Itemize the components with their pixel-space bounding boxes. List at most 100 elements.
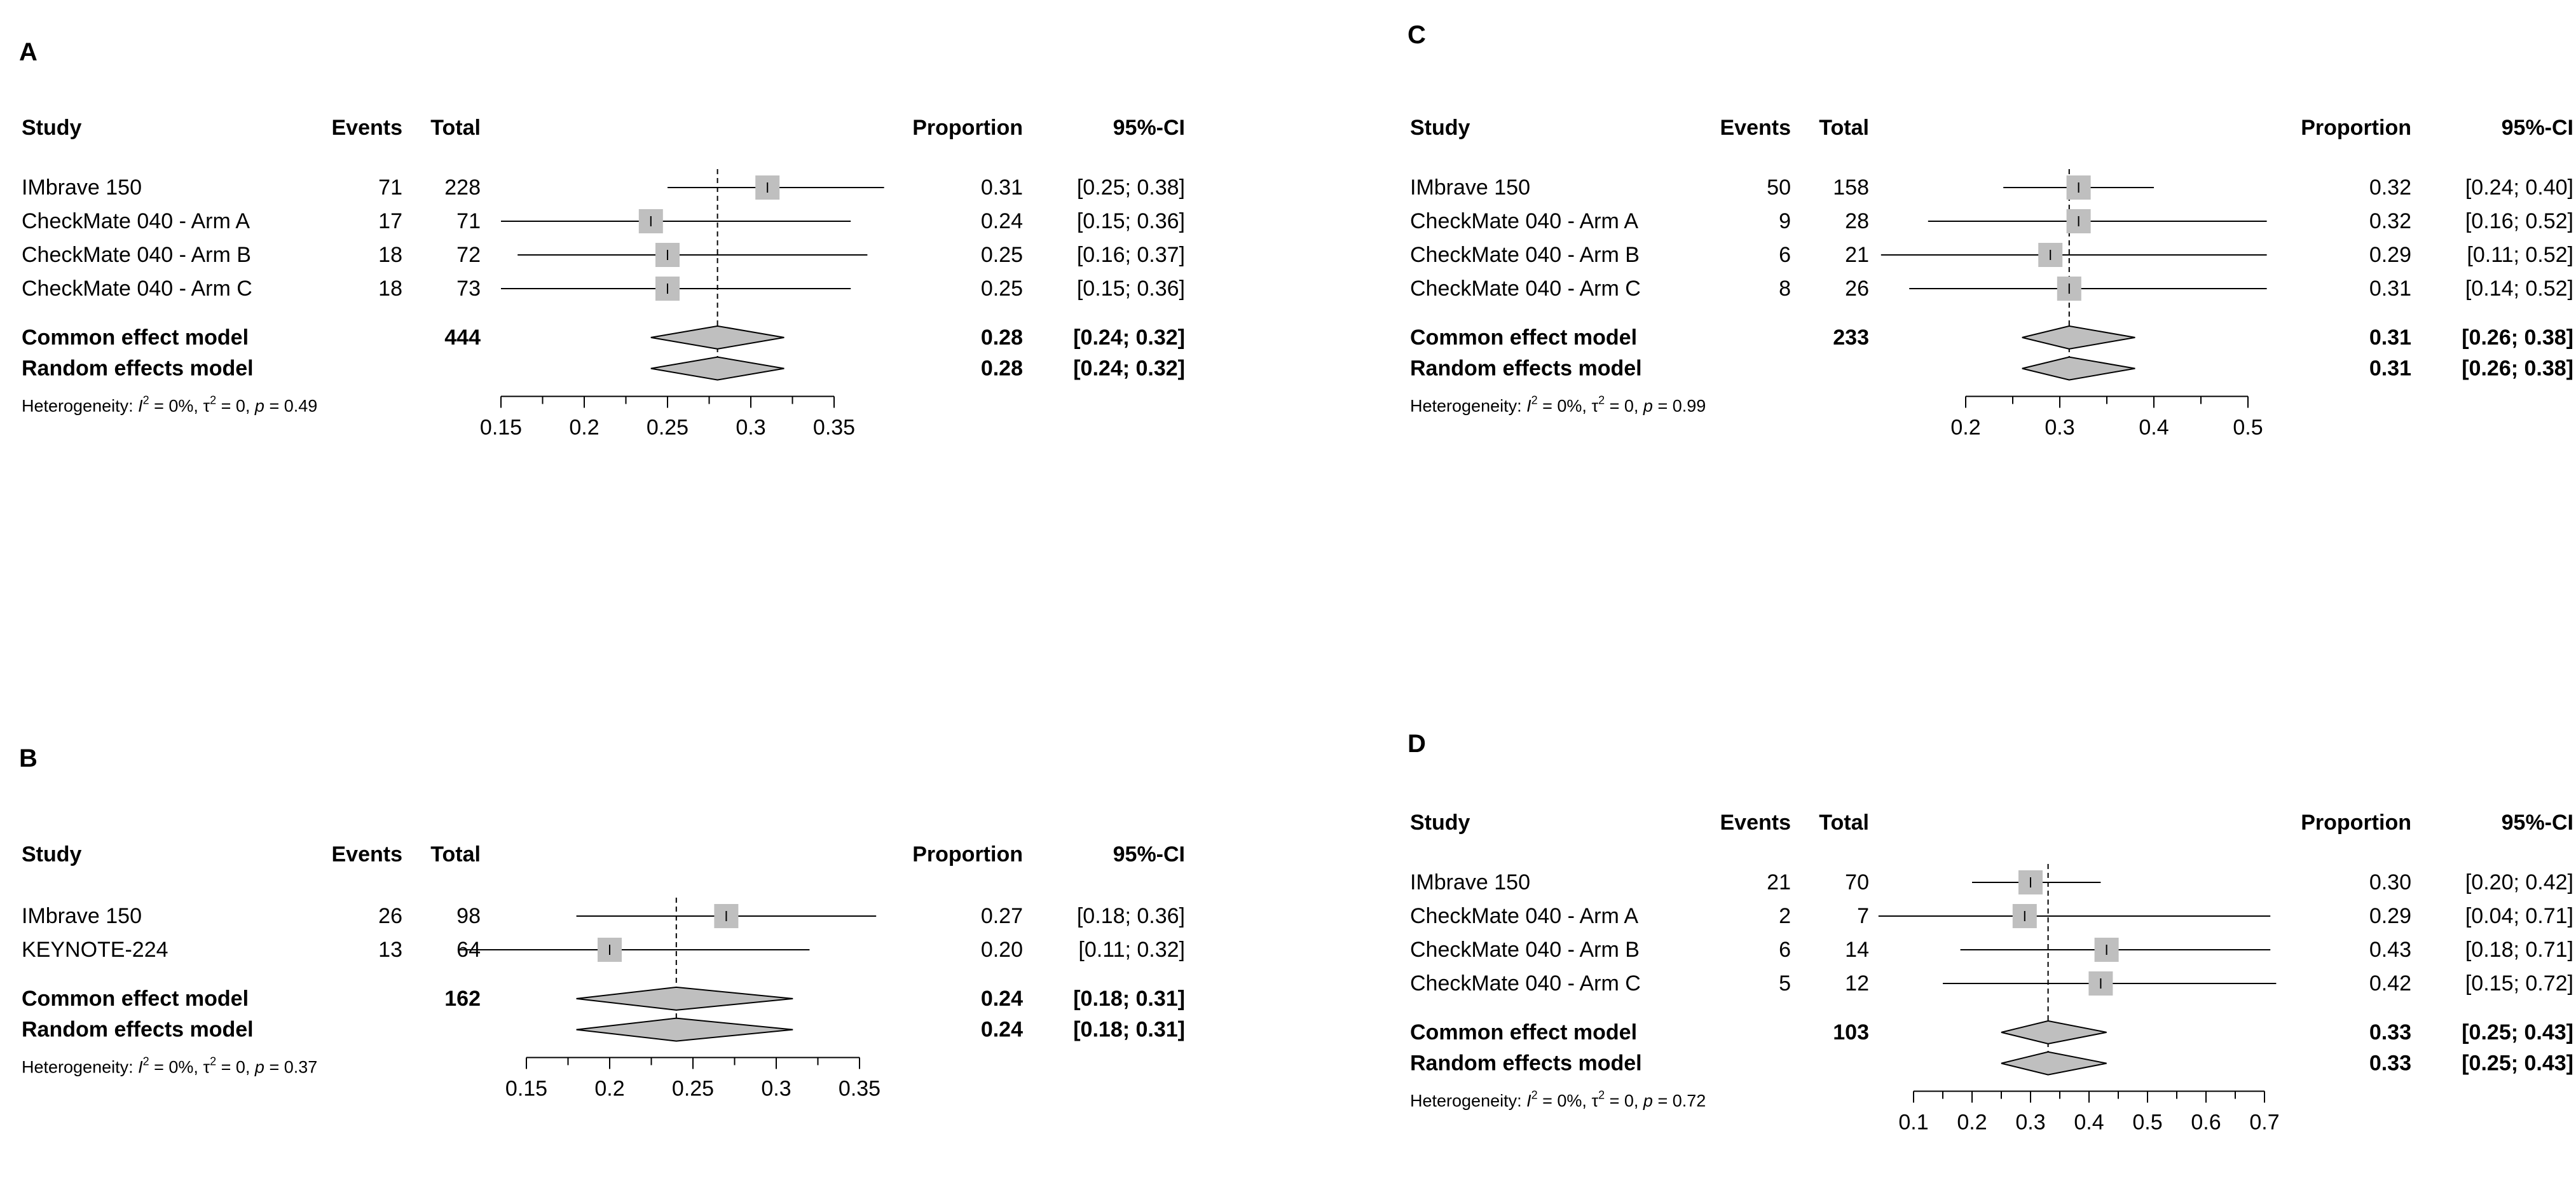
common-effect-ci: [0.24; 0.32] xyxy=(1073,325,1185,350)
x-tick-label: 0.35 xyxy=(839,1076,880,1100)
study-name: KEYNOTE-224 xyxy=(22,938,168,962)
study-name: CheckMate 040 - Arm B xyxy=(22,243,251,267)
study-proportion: 0.24 xyxy=(981,209,1023,233)
common-effect-diamond xyxy=(650,325,784,350)
study-proportion: 0.29 xyxy=(2369,243,2411,267)
x-tick-label: 0.25 xyxy=(647,415,689,439)
x-tick-label: 0.2 xyxy=(569,415,599,439)
x-tick-label: 0.15 xyxy=(505,1076,547,1100)
study-name: CheckMate 040 - Arm C xyxy=(22,277,252,301)
x-tick-label: 0.1 xyxy=(1898,1110,1928,1134)
study-total: 21 xyxy=(1845,243,1869,267)
header-events: Events xyxy=(332,116,403,140)
common-effect-proportion: 0.28 xyxy=(981,325,1023,350)
study-ci: [0.25; 0.38] xyxy=(1077,175,1185,200)
study-events: 71 xyxy=(378,175,402,200)
study-events: 26 xyxy=(378,904,402,928)
study-proportion: 0.31 xyxy=(981,175,1023,200)
heterogeneity-text: Heterogeneity: I2 = 0%, τ2 = 0, p = 0.37 xyxy=(22,1055,317,1076)
x-tick-label: 0.4 xyxy=(2139,415,2168,439)
study-name: CheckMate 040 - Arm B xyxy=(1410,243,1640,267)
study-total: 158 xyxy=(1833,175,1869,200)
study-total: 71 xyxy=(456,209,481,233)
study-total: 14 xyxy=(1845,938,1869,962)
study-ci: [0.15; 0.36] xyxy=(1077,277,1185,301)
common-effect-label: Common effect model xyxy=(1410,325,1637,350)
study-proportion: 0.20 xyxy=(981,938,1023,962)
common-effect-total: 444 xyxy=(444,325,481,350)
header-study: Study xyxy=(22,116,82,140)
study-proportion: 0.25 xyxy=(981,243,1023,267)
random-effects-label: Random effects model xyxy=(22,1018,254,1042)
study-events: 2 xyxy=(1779,904,1791,928)
x-tick-label: 0.15 xyxy=(480,415,522,439)
study-proportion: 0.25 xyxy=(981,277,1023,301)
x-tick-label: 0.5 xyxy=(2233,415,2263,439)
header-events: Events xyxy=(332,842,403,866)
random-effects-diamond xyxy=(650,356,784,381)
header-ci: 95%-CI xyxy=(1113,116,1185,140)
heterogeneity-text: Heterogeneity: I2 = 0%, τ2 = 0, p = 0.99 xyxy=(1410,394,1706,415)
common-effect-proportion: 0.31 xyxy=(2369,325,2411,350)
study-name: CheckMate 040 - Arm C xyxy=(1410,277,1641,301)
random-effects-diamond xyxy=(2022,356,2135,381)
study-ci: [0.15; 0.36] xyxy=(1077,209,1185,233)
study-proportion: 0.43 xyxy=(2369,938,2411,962)
common-effect-proportion: 0.33 xyxy=(2369,1020,2411,1044)
study-proportion: 0.32 xyxy=(2369,209,2411,233)
x-tick-label: 0.7 xyxy=(2249,1110,2279,1134)
study-events: 21 xyxy=(1767,870,1791,894)
x-tick-label: 0.25 xyxy=(672,1076,714,1100)
study-proportion: 0.27 xyxy=(981,904,1023,928)
common-effect-diamond xyxy=(576,986,793,1011)
x-tick-label: 0.6 xyxy=(2191,1110,2221,1134)
random-effects-ci: [0.24; 0.32] xyxy=(1073,357,1185,381)
x-tick-label: 0.3 xyxy=(736,415,765,439)
panel-label: D xyxy=(1408,730,1426,758)
header-proportion: Proportion xyxy=(2301,116,2411,140)
forest-panel-b: B Study Events Total Proportion 95%-CI IMbrave… xyxy=(19,744,1185,1100)
random-effects-label: Random effects model xyxy=(1410,357,1642,381)
header-study: Study xyxy=(1410,116,1470,140)
random-effects-ci: [0.26; 0.38] xyxy=(2462,357,2573,381)
common-effect-total: 233 xyxy=(1833,325,1869,350)
study-total: 28 xyxy=(1845,209,1869,233)
study-name: CheckMate 040 - Arm B xyxy=(1410,938,1640,962)
panel-label: A xyxy=(19,38,38,66)
x-tick-label: 0.35 xyxy=(813,415,855,439)
forest-panel-d: D Study Events Total Proportion 95%-CI IMbrave… xyxy=(1408,730,2573,1134)
study-events: 13 xyxy=(378,938,402,962)
forest-panel-c: C Study Events Total Proportion 95%-CI IMbrave… xyxy=(1408,21,2573,439)
x-tick-label: 0.3 xyxy=(2015,1110,2045,1134)
study-name: CheckMate 040 - Arm C xyxy=(1410,971,1641,996)
common-effect-diamond xyxy=(2022,325,2135,350)
study-events: 18 xyxy=(378,243,402,267)
study-name: IMbrave 150 xyxy=(1410,175,1530,200)
header-total: Total xyxy=(430,116,481,140)
random-effects-ci: [0.18; 0.31] xyxy=(1073,1018,1185,1042)
x-tick-label: 0.2 xyxy=(594,1076,624,1100)
header-proportion: Proportion xyxy=(2301,811,2411,835)
common-effect-total: 162 xyxy=(444,987,481,1011)
forest-panel-a: A Study Events Total Proportion 95%-CI IMbrave… xyxy=(19,38,1185,439)
common-effect-ci: [0.25; 0.43] xyxy=(2462,1020,2573,1044)
x-tick-label: 0.4 xyxy=(2074,1110,2104,1134)
random-effects-proportion: 0.33 xyxy=(2369,1051,2411,1076)
study-proportion: 0.32 xyxy=(2369,175,2411,200)
random-effects-ci: [0.25; 0.43] xyxy=(2462,1051,2573,1076)
random-effects-diamond xyxy=(576,1017,793,1042)
study-total: 12 xyxy=(1845,971,1869,996)
x-tick-label: 0.5 xyxy=(2132,1110,2162,1134)
study-ci: [0.14; 0.52] xyxy=(2465,277,2573,301)
x-tick-label: 0.2 xyxy=(1957,1110,1987,1134)
study-ci: [0.16; 0.52] xyxy=(2465,209,2573,233)
study-proportion: 0.31 xyxy=(2369,277,2411,301)
header-proportion: Proportion xyxy=(912,842,1023,866)
study-ci: [0.15; 0.72] xyxy=(2465,971,2573,996)
study-ci: [0.04; 0.71] xyxy=(2465,904,2573,928)
common-effect-proportion: 0.24 xyxy=(981,987,1023,1011)
common-effect-label: Common effect model xyxy=(1410,1020,1637,1044)
study-events: 6 xyxy=(1779,243,1791,267)
study-events: 5 xyxy=(1779,971,1791,996)
